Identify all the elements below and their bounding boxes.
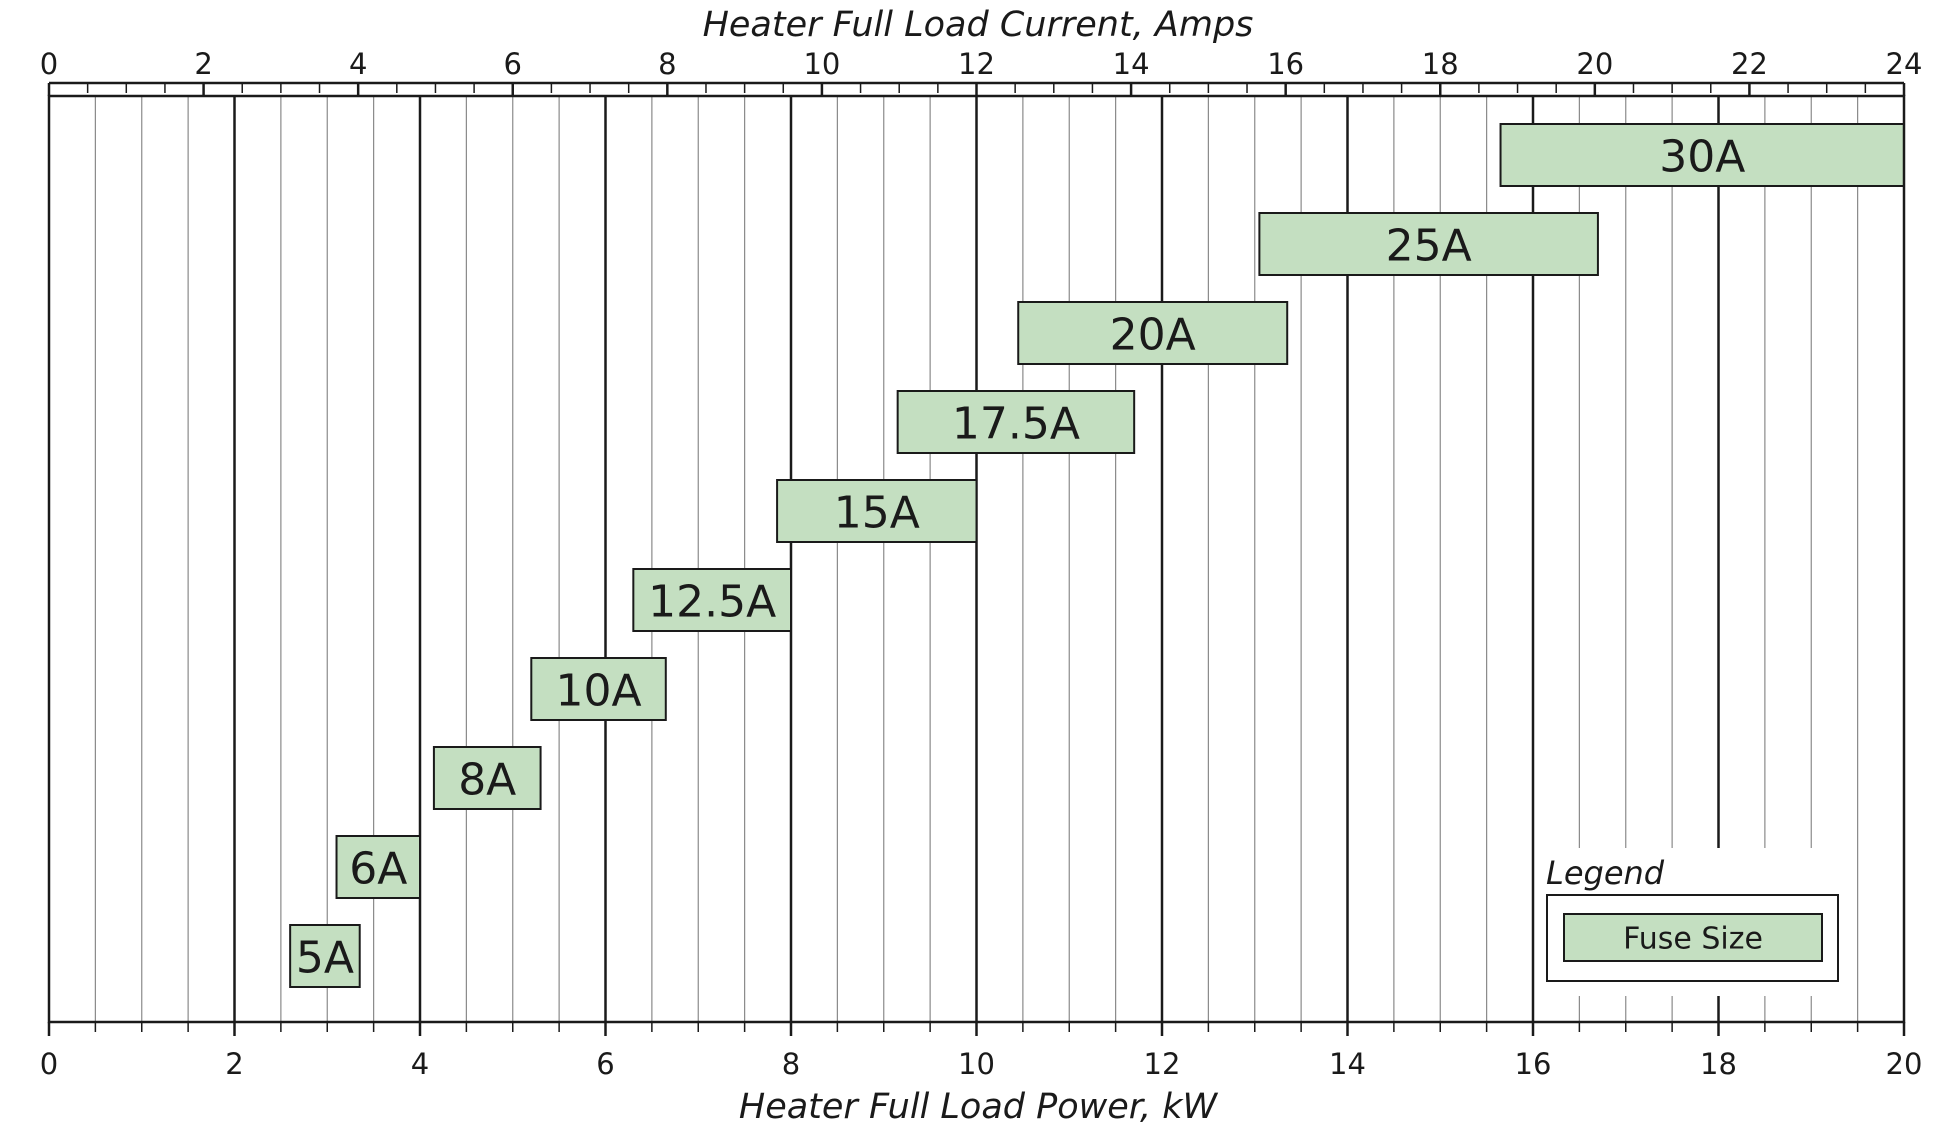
bar-label-6a: 6A <box>349 844 407 895</box>
bar-label-17-5a: 17.5A <box>952 399 1080 450</box>
bar-6a <box>335 835 421 899</box>
bottom-tick-label: 0 <box>40 1047 58 1081</box>
top-axis: 0 2 4 6 8 10 12 14 16 18 20 22 24 <box>40 47 1923 96</box>
bar-17-5a <box>896 390 1136 454</box>
top-tick-label: 22 <box>1731 47 1768 81</box>
bottom-tick-label: 4 <box>411 1047 429 1081</box>
top-tick-label: 8 <box>658 47 676 81</box>
bar-5a <box>289 924 361 988</box>
bottom-tick-label: 8 <box>782 1047 800 1081</box>
bottom-tick-label: 12 <box>1144 1047 1181 1081</box>
bar-label-15a: 15A <box>834 488 920 539</box>
top-tick-label: 10 <box>803 47 840 81</box>
bottom-tick-label: 6 <box>596 1047 614 1081</box>
top-tick-label: 16 <box>1267 47 1304 81</box>
bar-label-30a: 30A <box>1659 132 1745 183</box>
top-tick-label: 4 <box>349 47 367 81</box>
bar-25a <box>1258 212 1599 276</box>
bottom-axis-title: Heater Full Load Power, kW <box>739 1087 1219 1127</box>
legend-swatch-fuse-size <box>1563 913 1823 962</box>
top-tick-label: 24 <box>1886 47 1923 81</box>
bar-12-5a <box>632 568 793 632</box>
bottom-tick-label: 20 <box>1886 1047 1923 1081</box>
bottom-tick-label: 2 <box>225 1047 243 1081</box>
bar-label-5a: 5A <box>296 933 354 984</box>
bar-label-10a: 10A <box>555 666 641 717</box>
bar-30a <box>1499 123 1905 187</box>
bar-15a <box>776 479 978 543</box>
bottom-tick-label: 10 <box>958 1047 995 1081</box>
top-axis-title: Heater Full Load Current, Amps <box>703 5 1254 45</box>
top-tick-label: 2 <box>194 47 212 81</box>
bottom-tick-label: 16 <box>1515 1047 1552 1081</box>
bottom-tick-label: 18 <box>1700 1047 1737 1081</box>
legend-label-fuse-size: Fuse Size <box>1623 922 1763 957</box>
bar-20a <box>1017 301 1289 365</box>
top-tick-label: 0 <box>40 47 58 81</box>
bar-10a <box>530 657 667 721</box>
top-tick-label: 18 <box>1422 47 1459 81</box>
top-tick-label: 12 <box>958 47 995 81</box>
bar-label-8a: 8A <box>458 755 516 806</box>
bottom-tick-label: 14 <box>1329 1047 1366 1081</box>
bar-label-25a: 25A <box>1386 221 1472 272</box>
bar-label-20a: 20A <box>1110 310 1196 361</box>
top-tick-label: 14 <box>1113 47 1150 81</box>
legend: Legend Fuse Size <box>1540 848 1850 996</box>
bottom-axis: 0 2 4 6 8 10 12 14 16 18 20 <box>40 1022 1923 1081</box>
legend-title: Legend <box>1546 854 1665 892</box>
top-tick-label: 20 <box>1576 47 1613 81</box>
bar-8a <box>432 746 542 810</box>
bar-label-12-5a: 12.5A <box>648 577 776 628</box>
top-tick-label: 6 <box>504 47 522 81</box>
